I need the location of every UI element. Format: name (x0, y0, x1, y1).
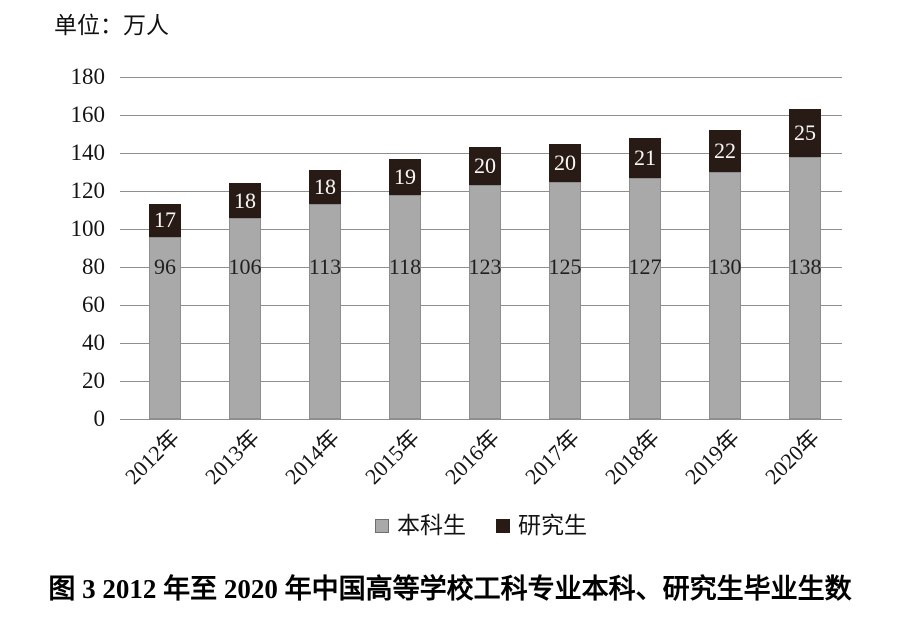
y-tick-label-60: 60 (82, 292, 105, 317)
legend: 本科生 研究生 (120, 513, 842, 539)
x-tick-label-2017年: 2017年 (519, 424, 585, 489)
bar-undergraduate-2016年 (469, 185, 501, 419)
x-tick-label-2020年: 2020年 (759, 424, 825, 489)
legend-label-undergraduate: 本科生 (397, 513, 466, 538)
bar-graduate-2016年 (469, 147, 501, 186)
bar-graduate-2014年 (309, 170, 341, 205)
y-tick-label-20: 20 (82, 368, 105, 393)
value-label-graduate-2013年: 18 (234, 187, 256, 213)
x-tick-label-2014年: 2014年 (279, 424, 345, 489)
value-label-undergraduate-2015年: 118 (388, 254, 422, 279)
value-label-undergraduate-2012年: 96 (154, 254, 176, 279)
bar-graduate-2018年 (629, 137, 661, 178)
legend-item-undergraduate: 本科生 (375, 513, 466, 539)
bar-graduate-2017年 (549, 143, 581, 182)
x-tick-label-2012年: 2012年 (119, 424, 185, 489)
bar-undergraduate-2020年 (789, 156, 821, 419)
y-tick-label-180: 180 (70, 64, 106, 89)
figure-caption: 图 3 2012 年至 2020 年中国高等学校工科专业本科、研究生毕业生数 (48, 574, 852, 604)
x-tick-label-2015年: 2015年 (359, 424, 425, 489)
bar-graduate-2015年 (389, 158, 421, 195)
value-label-graduate-2012年: 17 (154, 207, 176, 233)
y-tick-label-120: 120 (70, 178, 106, 203)
bar-undergraduate-2012年 (149, 236, 181, 419)
value-label-graduate-2016年: 20 (474, 153, 496, 179)
plot-area: 0 20 40 60 80 100 120 140 160 180 96 17 2012年 106 18 20… (71, 64, 842, 489)
gridline-180 (120, 76, 842, 78)
value-label-graduate-2020年: 25 (794, 120, 816, 146)
undergraduate-swatch-icon (375, 519, 389, 533)
graduate-swatch-icon (496, 519, 510, 533)
value-label-graduate-2019年: 22 (714, 138, 736, 164)
x-tick-label-2016年: 2016年 (439, 424, 505, 489)
value-label-undergraduate-2019年: 130 (708, 254, 742, 279)
gridline-160 (120, 114, 842, 116)
legend-item-graduate: 研究生 (496, 513, 587, 539)
bar-undergraduate-2013年 (229, 217, 261, 419)
y-tick-label-140: 140 (70, 140, 106, 165)
value-label-graduate-2014年: 18 (314, 174, 336, 200)
value-label-undergraduate-2017年: 125 (548, 254, 582, 279)
bar-graduate-2012年 (149, 204, 181, 237)
value-label-undergraduate-2013年: 106 (228, 254, 262, 279)
y-axis-unit-label: 单位：万人 (54, 13, 169, 38)
bar-undergraduate-2014年 (309, 204, 341, 419)
x-axis-line (120, 418, 842, 420)
bar-undergraduate-2015年 (389, 194, 421, 419)
value-label-undergraduate-2014年: 113 (308, 254, 342, 279)
bar-graduate-2013年 (229, 183, 261, 218)
x-tick-label-2013年: 2013年 (199, 424, 265, 489)
value-label-undergraduate-2018年: 127 (628, 254, 662, 279)
bar-undergraduate-2019年 (709, 172, 741, 419)
y-tick-label-0: 0 (93, 406, 106, 431)
value-label-undergraduate-2016年: 123 (468, 254, 502, 279)
legend-label-graduate: 研究生 (518, 513, 587, 538)
bar-undergraduate-2017年 (549, 181, 581, 419)
y-tick-label-160: 160 (70, 102, 106, 127)
y-tick-label-100: 100 (70, 216, 106, 241)
bar-graduate-2019年 (709, 130, 741, 172)
value-label-graduate-2018年: 21 (634, 144, 656, 170)
x-tick-label-2019年: 2019年 (679, 424, 745, 489)
value-label-undergraduate-2020年: 138 (788, 254, 822, 279)
y-tick-label-80: 80 (82, 254, 105, 279)
y-tick-label-40: 40 (82, 330, 105, 355)
x-tick-label-2018年: 2018年 (599, 424, 665, 489)
bar-undergraduate-2018年 (629, 177, 661, 419)
value-label-graduate-2015年: 19 (394, 163, 416, 189)
value-label-graduate-2017年: 20 (554, 149, 576, 175)
bar-graduate-2020年 (789, 109, 821, 157)
